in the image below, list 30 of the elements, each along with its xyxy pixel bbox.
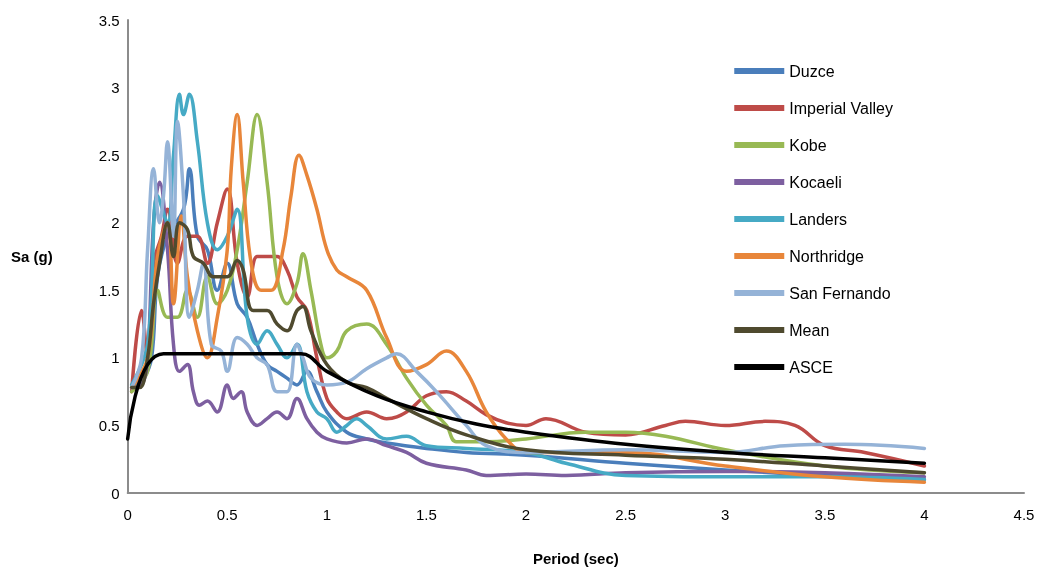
y-tick-label: 2.5 bbox=[98, 146, 120, 164]
legend-label: San Fernando bbox=[789, 284, 891, 302]
line-series bbox=[125, 352, 927, 466]
legend-label: ASCE bbox=[789, 358, 833, 376]
y-axis-title: Sa (g) bbox=[11, 248, 53, 265]
legend-label: Mean bbox=[789, 321, 830, 339]
x-tick-label: 4.5 bbox=[1013, 506, 1035, 523]
y-tick-label: 1.5 bbox=[98, 281, 120, 299]
x-tick-label: 2 bbox=[521, 506, 531, 523]
y-tick-label: 3 bbox=[111, 79, 120, 97]
y-tick-label: 3.5 bbox=[98, 11, 120, 29]
legend-label: Kocaeli bbox=[789, 173, 842, 191]
y-tick-label: 2 bbox=[111, 214, 120, 232]
x-tick-label: 1.5 bbox=[416, 506, 437, 523]
y-tick-label: 0 bbox=[111, 484, 120, 502]
y-tick-label: 0.5 bbox=[98, 416, 120, 434]
x-tick-label: 3.5 bbox=[814, 506, 836, 523]
x-tick-label: 3 bbox=[721, 506, 730, 523]
legend-label: Duzce bbox=[789, 62, 835, 80]
x-tick-label: 4 bbox=[920, 506, 929, 523]
legend-label: Northridge bbox=[789, 247, 865, 265]
legend-label: Kobe bbox=[789, 136, 827, 154]
x-tick-label: 1 bbox=[322, 506, 332, 523]
x-axis-title: Period (sec) bbox=[532, 550, 619, 567]
legend-label: Landers bbox=[789, 210, 848, 228]
legend-label: Imperial Valley bbox=[789, 99, 894, 117]
x-tick-label: 2.5 bbox=[615, 506, 637, 523]
y-tick-label: 1 bbox=[111, 349, 120, 367]
x-tick-label: 0 bbox=[123, 506, 132, 523]
x-tick-label: 0.5 bbox=[216, 506, 238, 523]
